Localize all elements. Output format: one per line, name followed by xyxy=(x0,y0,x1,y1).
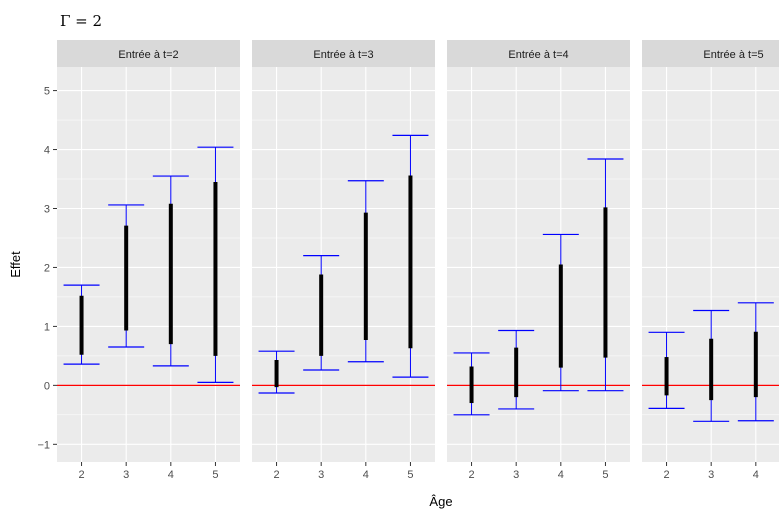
error-bar xyxy=(63,284,100,365)
facet-panel: Entrée à t=3 2 3 4 5 xyxy=(252,40,435,481)
error-bar xyxy=(303,255,340,371)
panel-background xyxy=(447,67,630,462)
error-bar xyxy=(648,331,685,409)
facet-strip xyxy=(252,40,435,67)
facet-label: Entrée à t=4 xyxy=(508,49,568,61)
facet-label: Entrée à t=5 xyxy=(703,49,763,61)
y-tick-label: 3 xyxy=(44,203,50,215)
y-axis-title: Effet xyxy=(8,251,23,278)
x-tick-label: 5 xyxy=(407,469,413,481)
x-tick-label: 5 xyxy=(212,469,218,481)
y-tick-label: −1 xyxy=(37,439,50,451)
x-tick-label: 3 xyxy=(318,469,324,481)
error-bar xyxy=(737,302,774,422)
panel-background xyxy=(642,67,779,462)
error-bar xyxy=(693,309,730,422)
facet-panel: Entrée à t=4 2 3 4 5 xyxy=(447,40,630,481)
x-tick-label: 4 xyxy=(168,469,174,481)
error-bar xyxy=(347,180,384,363)
facet-strip xyxy=(447,40,630,67)
x-tick-label: 4 xyxy=(363,469,369,481)
facet-label: Entrée à t=3 xyxy=(313,49,373,61)
error-bar xyxy=(152,175,189,367)
error-bar xyxy=(498,329,535,410)
y-tick-label: 4 xyxy=(44,145,50,157)
y-axis: −1 0 1 2 3 4 5 xyxy=(37,86,57,451)
error-bar xyxy=(197,146,234,384)
x-tick-label: 2 xyxy=(78,469,84,481)
facet-strip xyxy=(642,40,779,67)
chart-title: Γ = 2 xyxy=(60,12,102,30)
error-bar xyxy=(587,158,624,392)
y-tick-label: 5 xyxy=(44,86,50,98)
panel-background xyxy=(252,67,435,462)
x-tick-label: 3 xyxy=(708,469,714,481)
x-axis-title: Âge xyxy=(429,494,452,509)
facet-label: Entrée à t=2 xyxy=(118,49,178,61)
y-tick-label: 2 xyxy=(44,262,50,274)
error-bar xyxy=(108,204,145,348)
x-tick-label: 2 xyxy=(273,469,279,481)
panel-background xyxy=(57,67,240,462)
x-tick-label: 2 xyxy=(663,469,669,481)
x-tick-label: 3 xyxy=(513,469,519,481)
x-tick-label: 3 xyxy=(123,469,129,481)
x-tick-label: 5 xyxy=(602,469,608,481)
error-bar xyxy=(258,350,295,394)
x-tick-label: 4 xyxy=(753,469,759,481)
x-tick-label: 2 xyxy=(468,469,474,481)
error-bar xyxy=(542,233,579,392)
error-bar xyxy=(453,352,490,416)
facet-panel: Entrée à t=52345 xyxy=(642,40,779,481)
error-bar xyxy=(392,134,429,378)
facet-strip xyxy=(57,40,240,67)
y-tick-label: 0 xyxy=(44,380,50,392)
facet-panel: Entrée à t=2 2 3 4 5 xyxy=(57,40,240,481)
x-tick-label: 4 xyxy=(558,469,564,481)
y-tick-label: 1 xyxy=(44,321,50,333)
